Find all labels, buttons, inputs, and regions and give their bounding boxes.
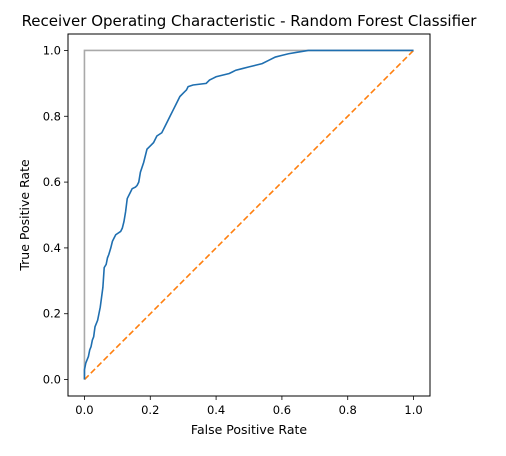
chance-diagonal-line [84,50,413,379]
roc-curve-line [84,50,413,379]
chart-title: Receiver Operating Characteristic - Rand… [22,12,478,30]
x-axis-label: False Positive Rate [191,422,307,437]
y-tick-label: 0.8 [43,109,61,123]
x-tick-label: 1.0 [404,403,422,417]
y-axis-label: True Positive Rate [17,159,32,272]
y-tick-label: 0.6 [43,175,61,189]
axes-frame [68,34,430,396]
y-tick-label: 0.2 [43,307,61,321]
x-tick-label: 0.2 [141,403,159,417]
y-tick-label: 1.0 [43,43,61,57]
x-tick-label: 0.6 [273,403,291,417]
perfect-classifier-line [84,50,413,379]
y-tick-label: 0.4 [43,241,61,255]
x-tick-label: 0.4 [207,403,225,417]
x-tick-label: 0.8 [339,403,357,417]
x-tick-label: 0.0 [75,403,93,417]
y-tick-label: 0.0 [43,373,61,387]
plot-area [84,50,413,379]
